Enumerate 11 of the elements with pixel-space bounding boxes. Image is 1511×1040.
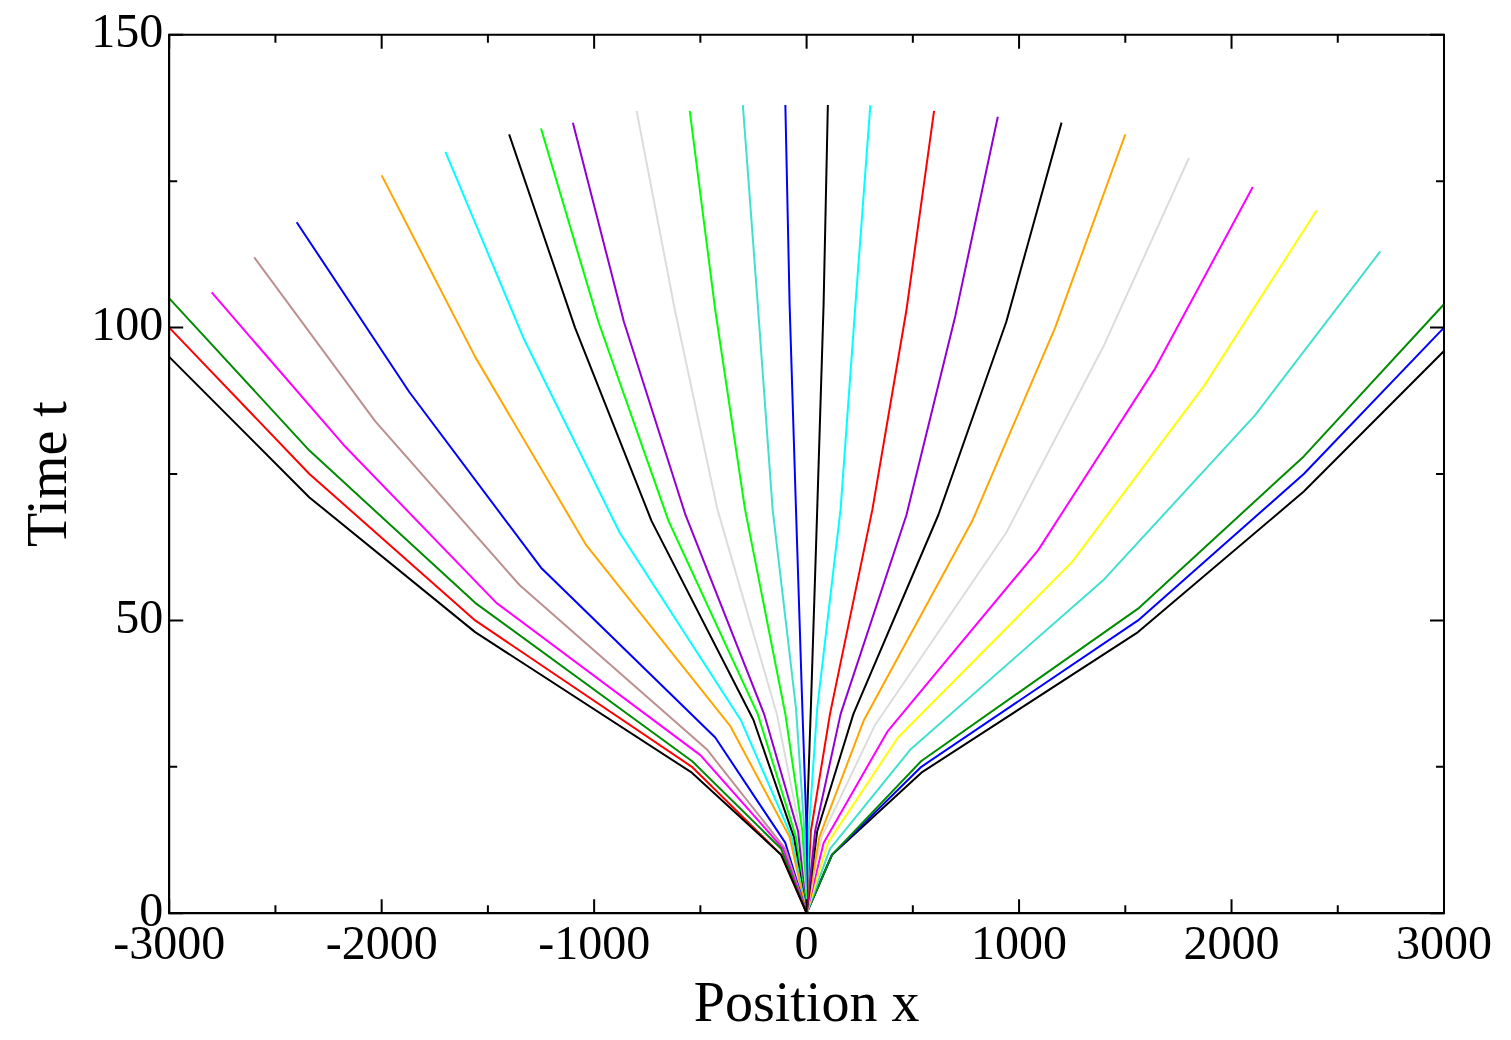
x-tick-label: 2000	[1183, 915, 1280, 969]
x-tick-label: -1000	[538, 915, 651, 969]
y-tick-label: 150	[91, 4, 164, 58]
x-axis-title: Position x	[693, 971, 920, 1034]
x-tick-label: 0	[794, 915, 819, 969]
x-tick-label: 3000	[1396, 915, 1492, 969]
y-tick-label: 100	[91, 297, 164, 351]
x-tick-label: 1000	[971, 915, 1068, 969]
y-tick-label: 50	[115, 590, 164, 644]
x-tick-label: -2000	[325, 915, 438, 969]
y-axis-title: Time t	[16, 400, 79, 547]
